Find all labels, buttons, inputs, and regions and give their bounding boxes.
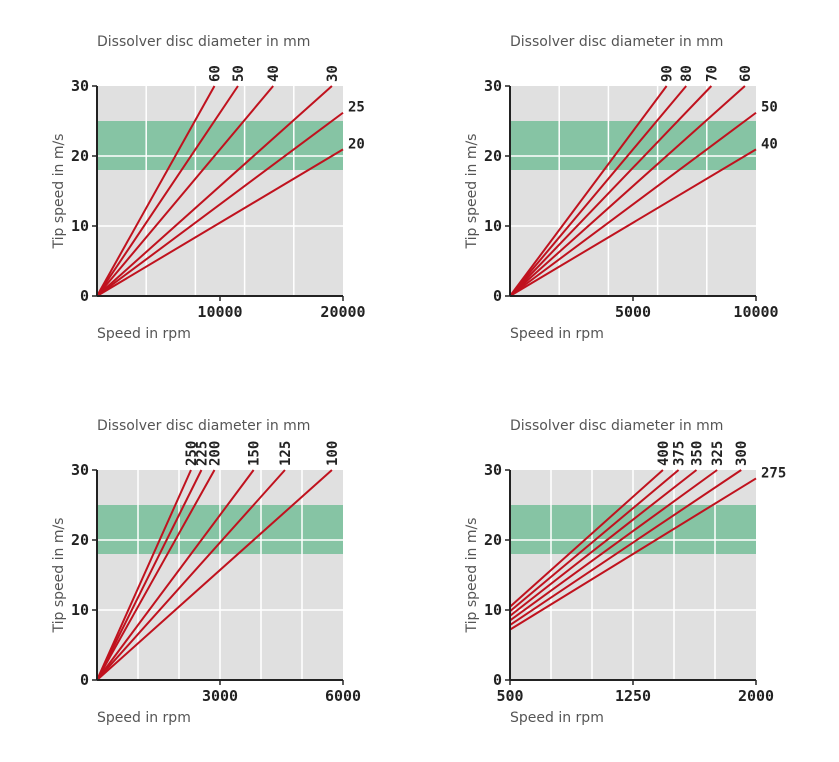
tip-speed-band xyxy=(97,121,343,170)
plot-background xyxy=(510,86,756,296)
series-line-50 xyxy=(96,85,239,297)
y-tick-label: 0 xyxy=(80,671,89,689)
series-line-150 xyxy=(96,469,255,681)
y-axis-label: Tip speed in m/s xyxy=(51,134,67,250)
diameter-label: 60 xyxy=(738,65,754,82)
diameter-label: 325 xyxy=(710,441,726,466)
diameter-label: 200 xyxy=(207,441,223,466)
series-line-40 xyxy=(509,148,757,297)
series-line-200 xyxy=(96,469,216,681)
chart-title: Dissolver disc diameter in mm xyxy=(97,418,310,434)
y-tick-label: 10 xyxy=(71,217,89,235)
y-axis-label: Tip speed in m/s xyxy=(464,518,480,634)
series-line-250 xyxy=(96,469,192,681)
y-tick-label: 0 xyxy=(493,671,502,689)
y-tick-label: 20 xyxy=(484,147,502,165)
x-axis-label: Speed in rpm xyxy=(510,326,604,342)
x-axis-label: Speed in rpm xyxy=(510,710,604,726)
diameter-label: 30 xyxy=(325,65,341,82)
series-line-90 xyxy=(509,85,668,297)
series-line-60 xyxy=(509,85,746,297)
x-tick-label: 1250 xyxy=(615,687,651,705)
series-line-25 xyxy=(96,111,344,297)
y-tick-label: 0 xyxy=(493,287,502,305)
diameter-label: 350 xyxy=(689,441,705,466)
x-tick-label: 10000 xyxy=(733,303,778,321)
diameter-label: 90 xyxy=(660,65,676,82)
tip-speed-band xyxy=(510,121,756,170)
chart-panel-2: 90 80 70 60 50 40 0 10 20 30 5000 10000 Dissolver di… xyxy=(464,34,779,342)
chart-panel-4: 400 375 350 325 300 275 0 10 20 30 500 1250 2000 Diss… xyxy=(464,418,786,726)
diameter-label: 25 xyxy=(348,100,365,116)
series-line-30 xyxy=(96,85,333,297)
y-tick-label: 10 xyxy=(484,601,502,619)
series-line-275 xyxy=(509,477,757,631)
series-line-325 xyxy=(509,469,718,622)
diameter-label: 20 xyxy=(348,136,365,152)
series-line-40 xyxy=(96,85,274,297)
chart-title: Dissolver disc diameter in mm xyxy=(97,34,310,50)
x-axis-label: Speed in rpm xyxy=(97,326,191,342)
series-line-100 xyxy=(96,469,333,681)
y-axis-label: Tip speed in m/s xyxy=(51,518,67,634)
diameter-label: 225 xyxy=(194,441,210,466)
series-line-50 xyxy=(509,111,757,297)
series-line-400 xyxy=(509,469,664,608)
diameter-label: 60 xyxy=(207,65,223,82)
diameter-label: 50 xyxy=(761,100,778,116)
x-tick-label: 6000 xyxy=(325,687,361,705)
y-tick-label: 30 xyxy=(71,461,89,479)
chart-panel-1: 60 50 40 30 25 20 0 10 20 30 10000 20000 Dissolver d… xyxy=(51,34,366,342)
diameter-label: 250 xyxy=(184,441,200,466)
series-line-125 xyxy=(96,469,286,681)
series-line-60 xyxy=(96,85,216,297)
y-tick-label: 30 xyxy=(484,77,502,95)
x-axis-label: Speed in rpm xyxy=(97,710,191,726)
y-tick-label: 30 xyxy=(71,77,89,95)
chart-title: Dissolver disc diameter in mm xyxy=(510,418,723,434)
y-tick-label: 0 xyxy=(80,287,89,305)
diameter-label: 80 xyxy=(679,65,695,82)
diameter-label: 375 xyxy=(672,441,688,466)
y-tick-label: 20 xyxy=(484,531,502,549)
series-line-300 xyxy=(509,469,742,626)
x-tick-label: 2000 xyxy=(738,687,774,705)
diameter-label: 40 xyxy=(266,65,282,82)
x-tick-label: 5000 xyxy=(615,303,651,321)
y-tick-label: 20 xyxy=(71,531,89,549)
x-tick-label: 3000 xyxy=(202,687,238,705)
diameter-label: 275 xyxy=(761,465,786,481)
y-tick-label: 10 xyxy=(71,601,89,619)
diameter-label: 50 xyxy=(231,65,247,82)
diameter-label: 40 xyxy=(761,136,778,152)
diameter-label: 150 xyxy=(247,441,263,466)
diameter-label: 70 xyxy=(704,65,720,82)
y-tick-label: 20 xyxy=(71,147,89,165)
series-line-350 xyxy=(509,469,698,617)
y-axis-label: Tip speed in m/s xyxy=(464,134,480,250)
diameter-label: 125 xyxy=(278,441,294,466)
x-tick-label: 20000 xyxy=(320,303,365,321)
series-line-375 xyxy=(509,469,680,613)
x-tick-label: 10000 xyxy=(197,303,242,321)
series-line-225 xyxy=(96,469,203,681)
x-tick-label: 500 xyxy=(496,687,523,705)
diameter-label: 100 xyxy=(325,441,341,466)
chart-title: Dissolver disc diameter in mm xyxy=(510,34,723,50)
y-tick-label: 30 xyxy=(484,461,502,479)
y-tick-label: 10 xyxy=(484,217,502,235)
plot-background xyxy=(97,86,343,296)
series-line-80 xyxy=(509,85,687,297)
diameter-label: 300 xyxy=(734,441,750,466)
series-line-20 xyxy=(96,148,344,297)
series-line-70 xyxy=(509,85,713,297)
diameter-label: 400 xyxy=(656,441,672,466)
